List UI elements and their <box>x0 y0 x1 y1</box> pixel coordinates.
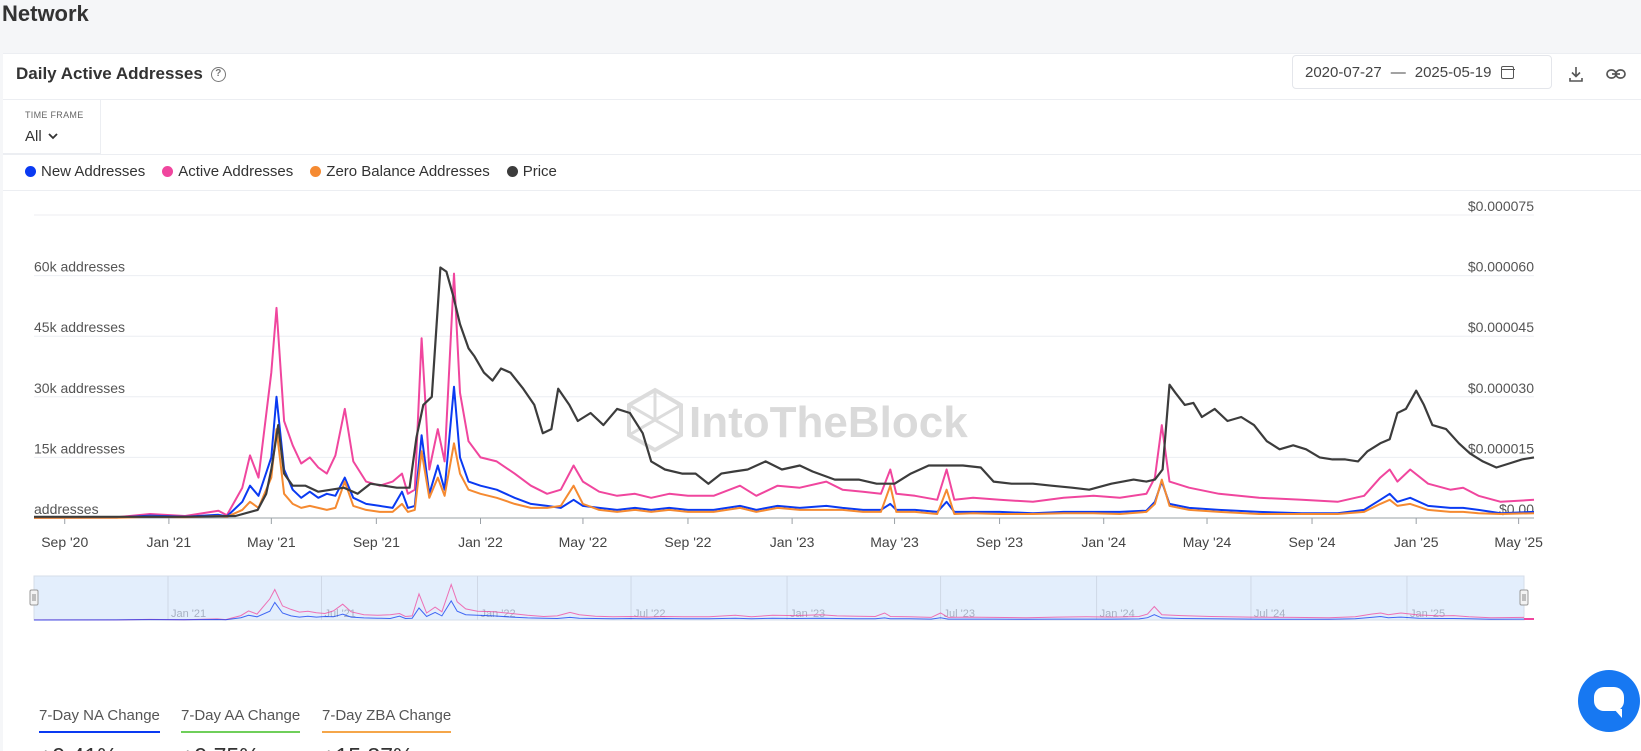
y-left-tick-label: addresses <box>34 501 99 517</box>
x-tick-label: Sep '22 <box>664 534 711 550</box>
stat-aa-change: 7-Day AA Change +9.75% <box>181 707 301 751</box>
date-to[interactable]: 2025-05-19 <box>1414 63 1492 81</box>
legend-item-new-addresses[interactable]: New Addresses <box>25 163 145 180</box>
y-left-tick-label: 15k addresses <box>34 440 125 456</box>
y-right-tick-label: $0.000030 <box>1468 380 1534 396</box>
help-icon[interactable]: ? <box>210 66 226 82</box>
calendar-icon[interactable] <box>1500 65 1515 79</box>
navigator-tick-label: Jul '21 <box>324 608 355 620</box>
download-icon[interactable] <box>1566 64 1586 84</box>
divider <box>3 154 1641 155</box>
navigator-handle-right[interactable] <box>1519 589 1529 606</box>
y-left-tick-label: 30k addresses <box>34 380 125 396</box>
timeframe-selector[interactable]: TIME FRAME All <box>3 100 101 154</box>
stat-zba-change: 7-Day ZBA Change +15.37% <box>322 707 452 751</box>
legend-dot <box>162 166 174 177</box>
stat-na-change: 7-Day NA Change +9.41% <box>39 707 160 751</box>
stat-label: 7-Day AA Change <box>181 707 301 733</box>
stat-value: +9.41% <box>39 743 160 751</box>
legend-label[interactable]: Active Addresses <box>178 163 294 180</box>
navigator-handle-left[interactable] <box>29 589 39 606</box>
chevron-down-icon[interactable] <box>47 131 59 141</box>
timeframe-value[interactable]: All <box>25 128 42 145</box>
watermark-text: IntoTheBlock <box>689 398 968 447</box>
y-right-tick-label: $0.000015 <box>1468 440 1534 456</box>
x-tick-label: Jan '25 <box>1394 534 1439 550</box>
y-right-tick-label: $0.000075 <box>1468 198 1534 214</box>
card-header: Daily Active Addresses ? 2020-07-27 — 20… <box>3 54 1641 100</box>
legend-dot <box>310 166 322 177</box>
x-tick-label: Sep '23 <box>976 534 1023 550</box>
navigator-series-line <box>34 582 1525 621</box>
date-from[interactable]: 2020-07-27 <box>1305 63 1382 81</box>
x-tick-label: Jan '21 <box>147 534 192 550</box>
x-tick-label: Sep '24 <box>1289 534 1336 550</box>
navigator-tick-label: Jan '22 <box>481 608 516 620</box>
watermark-logo-icon <box>627 387 683 453</box>
legend-item-active-addresses[interactable]: Active Addresses <box>162 163 293 180</box>
line-chart[interactable]: IntoTheBlock addresses 15k addresses 30k ad… <box>3 54 1641 751</box>
x-tick-label: Jan '22 <box>458 534 503 550</box>
date-separator: — <box>1390 63 1406 81</box>
card-title: Daily Active Addresses ? <box>16 64 226 84</box>
legend-label[interactable]: New Addresses <box>41 163 146 180</box>
legend-label[interactable]: Zero Balance Addresses <box>326 163 490 180</box>
navigator-tick-label: Jul '24 <box>1254 608 1285 620</box>
navigator-tick-label: Jan '23 <box>790 608 825 620</box>
legend-dot <box>506 166 518 177</box>
link-icon[interactable] <box>1605 64 1626 84</box>
x-tick-label: May '22 <box>559 534 608 550</box>
chart-legend: New Addresses Active Addresses Zero Bala… <box>25 163 574 180</box>
navigator-tick-label: Jan '24 <box>1100 608 1135 620</box>
card-title-text: Daily Active Addresses <box>16 64 203 83</box>
legend-item-price[interactable]: Price <box>506 163 557 180</box>
series-line-zero-balance-addresses <box>33 428 1535 519</box>
y-right-tick-label: $0.000045 <box>1468 319 1534 335</box>
stat-label: 7-Day NA Change <box>39 707 160 733</box>
timeframe-label: TIME FRAME <box>25 110 84 120</box>
y-left-tick-label: 45k addresses <box>34 319 125 335</box>
navigator-tick-label: Jul '23 <box>944 608 975 620</box>
legend-dot <box>25 166 36 177</box>
y-left-tick-label: 60k addresses <box>34 259 125 275</box>
chat-icon[interactable] <box>1594 687 1624 718</box>
navigator-tick-label: Jan '21 <box>171 608 206 620</box>
series-line-active-addresses <box>33 272 1535 519</box>
x-tick-label: May '23 <box>870 534 919 550</box>
x-tick-label: May '21 <box>247 534 296 550</box>
stat-value: +15.37% <box>322 743 451 751</box>
legend-label[interactable]: Price <box>522 163 557 180</box>
chat-button[interactable] <box>1578 670 1640 732</box>
navigator-series-line <box>33 599 1525 621</box>
series-line-new-addresses <box>33 385 1535 519</box>
date-range-picker[interactable]: 2020-07-27 — 2025-05-19 <box>1292 55 1552 89</box>
page-title: Network <box>2 1 89 26</box>
x-tick-label: May '24 <box>1183 534 1232 550</box>
timeframe-dropdown[interactable]: All <box>25 128 59 145</box>
stat-value: +9.75% <box>181 743 300 751</box>
navigator-tick-label: Jan '25 <box>1410 608 1445 620</box>
x-tick-label: Sep '20 <box>41 534 88 550</box>
x-tick-label: Jan '24 <box>1081 534 1126 550</box>
daily-active-addresses-card: Daily Active Addresses ? 2020-07-27 — 20… <box>3 53 1641 751</box>
x-tick-label: Sep '21 <box>353 534 400 550</box>
x-tick-label: Jan '23 <box>770 534 815 550</box>
series-line-price <box>34 266 1535 518</box>
divider <box>3 190 1641 191</box>
legend-item-zero-balance-addresses[interactable]: Zero Balance Addresses <box>310 163 490 180</box>
y-right-tick-label: $0.000060 <box>1468 259 1534 275</box>
x-tick-label: May '25 <box>1494 534 1543 550</box>
stat-label: 7-Day ZBA Change <box>322 707 452 733</box>
